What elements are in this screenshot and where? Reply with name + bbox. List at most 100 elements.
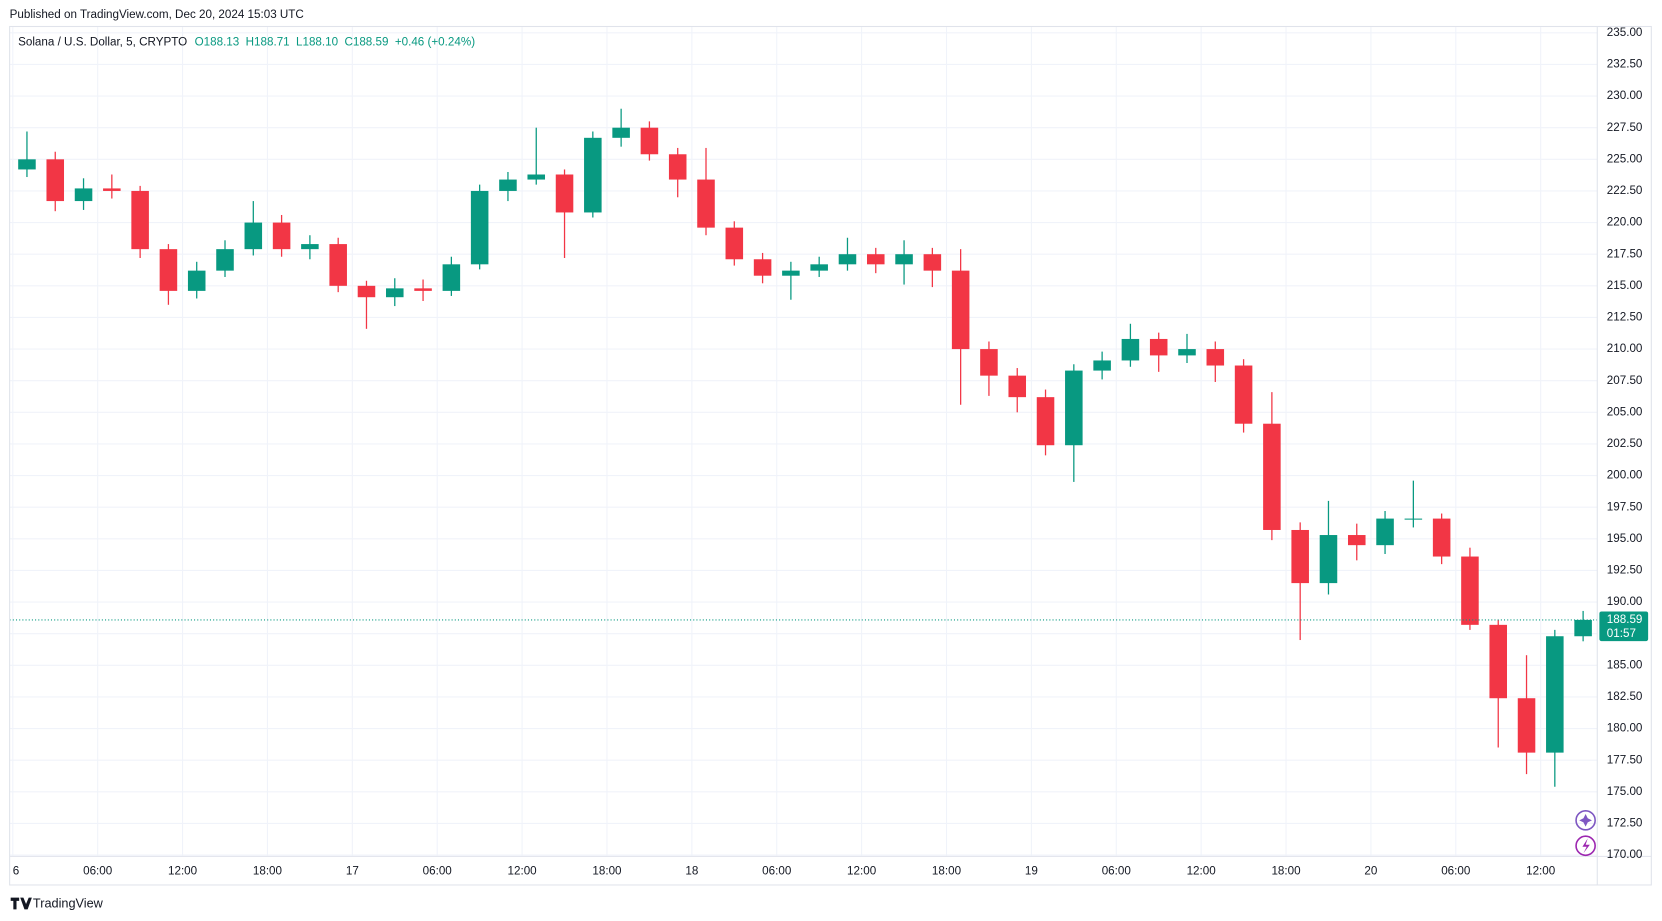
candle-body <box>1093 360 1111 371</box>
y-tick-label: 225.00 <box>1607 152 1643 165</box>
candle-body <box>499 179 517 191</box>
candle-body <box>1121 338 1140 361</box>
x-tick-label: 6 <box>13 864 19 877</box>
candle-body <box>1008 375 1027 398</box>
candle-body <box>1263 423 1281 530</box>
candle-body <box>1489 624 1508 699</box>
candle-body <box>1291 529 1309 584</box>
x-tick-label: 06:00 <box>83 864 113 877</box>
candle-body <box>640 127 659 155</box>
y-tick-label: 200.00 <box>1607 469 1643 482</box>
brand-logo <box>10 897 32 910</box>
y-tick-label: 212.50 <box>1607 311 1643 324</box>
legend-value: +0.46 (+0.24%) <box>395 35 475 48</box>
candle-body <box>1319 535 1338 584</box>
candle-body <box>1432 518 1451 557</box>
candles <box>9 108 1598 787</box>
legend-value: L188.10 <box>296 35 339 48</box>
chart-border <box>9 25 1652 886</box>
y-tick-label: 215.00 <box>1607 279 1643 292</box>
candle-body <box>782 270 800 276</box>
candle-body <box>103 188 121 191</box>
last-price-box <box>1599 611 1649 642</box>
candle-body <box>810 264 828 271</box>
candle-body <box>923 254 942 271</box>
x-tick-label: 12:00 <box>1187 864 1217 877</box>
candle-body <box>357 285 376 298</box>
candle-body <box>838 254 857 265</box>
y-tick-label: 180.00 <box>1607 722 1643 735</box>
candle-body <box>470 190 489 265</box>
y-tick-label: 210.00 <box>1607 342 1643 355</box>
candle-body <box>980 349 998 376</box>
countdown-label: 01:57 <box>1607 627 1636 640</box>
candle-body <box>1347 535 1366 546</box>
candle-body <box>244 222 263 250</box>
y-tick-label: 182.50 <box>1607 690 1643 703</box>
x-tick-label: 12:00 <box>1526 864 1556 877</box>
y-tick-label: 207.50 <box>1607 374 1643 387</box>
y-tick-label: 205.00 <box>1607 405 1643 418</box>
candle-body <box>442 264 461 291</box>
y-tick-label: 235.00 <box>1607 26 1643 39</box>
candle-body <box>46 159 65 202</box>
x-tick-label: 12:00 <box>168 864 198 877</box>
candle-body <box>527 174 546 180</box>
x-tick-label: 06:00 <box>1441 864 1471 877</box>
y-tick-label: 175.00 <box>1607 785 1643 798</box>
candle-body <box>895 254 913 265</box>
axes: 170.00 172.50 175.00 177.50 180.00 182.50 185.… <box>13 26 1649 877</box>
y-tick-label: 202.50 <box>1607 437 1643 450</box>
x-tick-label: 12:00 <box>508 864 538 877</box>
candle-body <box>951 270 970 350</box>
candle-body <box>1036 397 1055 446</box>
y-tick-label: 220.00 <box>1607 216 1643 229</box>
y-tick-label: 197.50 <box>1607 500 1643 513</box>
candle-body <box>1404 518 1423 520</box>
y-tick-label: 192.50 <box>1607 564 1643 577</box>
candle-body <box>1517 698 1536 753</box>
candle-body <box>1065 370 1083 446</box>
candle-body <box>1461 556 1479 625</box>
candle-body <box>414 288 432 291</box>
candle-body <box>301 244 319 250</box>
published-note: Published on TradingView.com, Dec 20, 20… <box>10 8 304 21</box>
x-tick-label: 17 <box>346 864 359 877</box>
ideas-icon-glyph <box>1579 813 1592 827</box>
candle-body <box>131 190 149 250</box>
x-tick-label: 12:00 <box>847 864 877 877</box>
candle-body <box>1178 349 1196 356</box>
y-tick-label: 195.00 <box>1607 532 1643 545</box>
y-tick-label: 177.50 <box>1607 753 1643 766</box>
y-tick-label: 172.50 <box>1607 817 1643 830</box>
candle-body <box>1234 365 1253 424</box>
candle-body <box>159 249 178 291</box>
candle-body <box>697 179 715 228</box>
candle-body <box>668 154 687 180</box>
candle-body <box>612 127 630 138</box>
y-tick-label: 222.50 <box>1607 184 1643 197</box>
ideas-icon[interactable] <box>1575 809 1596 831</box>
x-tick-label: 20 <box>1364 864 1377 877</box>
x-tick-label: 18 <box>685 864 698 877</box>
candle-body <box>386 288 404 298</box>
x-tick-label: 06:00 <box>1102 864 1132 877</box>
x-tick-label: 19 <box>1025 864 1038 877</box>
candle-body <box>1546 636 1564 753</box>
candle-body <box>1149 338 1168 356</box>
candle-body <box>725 227 744 260</box>
x-tick-label: 06:00 <box>423 864 453 877</box>
x-tick-label: 18:00 <box>592 864 622 877</box>
brand-name: TradingView <box>33 895 104 910</box>
candle-body <box>1376 518 1394 546</box>
candle-body <box>555 174 574 213</box>
alerts-icon[interactable] <box>1575 835 1596 857</box>
y-tick-label: 230.00 <box>1607 89 1643 102</box>
candle-body <box>74 188 93 202</box>
y-tick-label: 170.00 <box>1607 848 1643 861</box>
x-tick-label: 06:00 <box>762 864 792 877</box>
candle-body <box>1206 349 1225 366</box>
x-tick-label: 18:00 <box>932 864 962 877</box>
